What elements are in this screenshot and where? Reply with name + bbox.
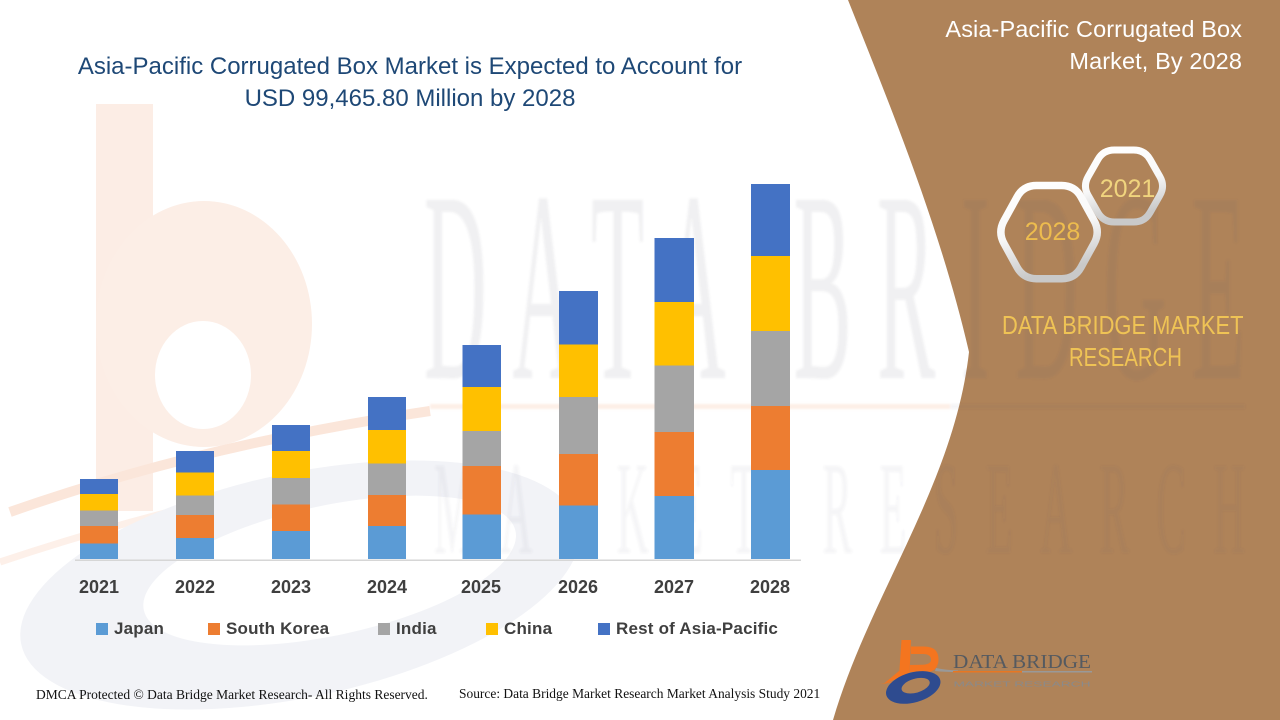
svg-text:DATA BRIDGE MARKET: DATA BRIDGE MARKET: [1002, 310, 1244, 340]
svg-text:MARKET RESEARCH: MARKET RESEARCH: [954, 680, 1091, 689]
svg-text:DATA BRIDGE: DATA BRIDGE: [953, 651, 1091, 673]
svg-text:RESEARCH: RESEARCH: [1069, 342, 1182, 372]
